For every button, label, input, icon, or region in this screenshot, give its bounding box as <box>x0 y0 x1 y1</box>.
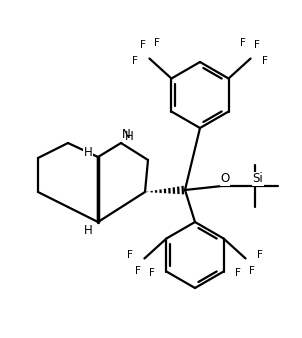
Text: F: F <box>127 250 133 261</box>
Text: H: H <box>84 145 92 159</box>
Text: H: H <box>125 130 133 144</box>
Text: Si: Si <box>253 172 263 186</box>
Text: F: F <box>254 41 259 50</box>
Text: F: F <box>257 250 262 261</box>
Text: F: F <box>155 39 160 48</box>
Text: F: F <box>136 266 141 276</box>
Text: N: N <box>122 128 131 142</box>
Text: H: H <box>84 223 92 237</box>
Text: F: F <box>262 56 268 67</box>
Text: O: O <box>220 172 230 186</box>
Text: F: F <box>235 268 240 279</box>
Text: F: F <box>149 268 155 279</box>
Text: F: F <box>249 266 255 276</box>
Text: F: F <box>240 39 246 48</box>
Text: F: F <box>140 41 146 50</box>
Text: F: F <box>133 56 138 67</box>
